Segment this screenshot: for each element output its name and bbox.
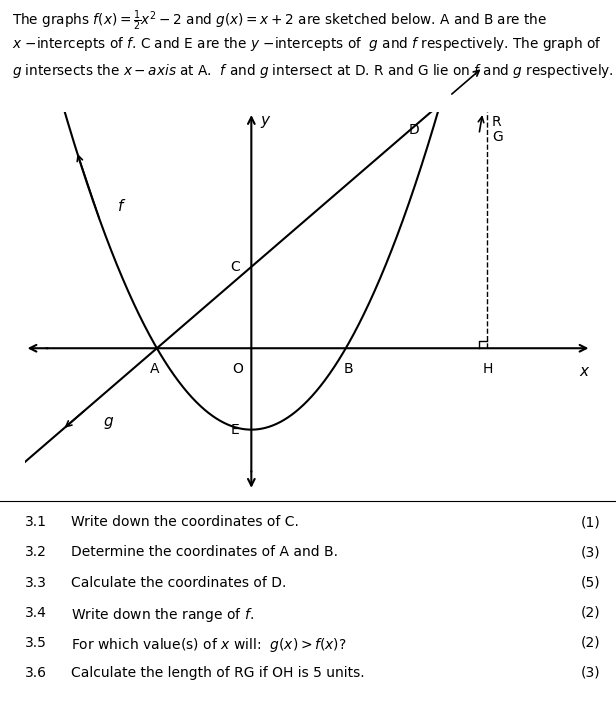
Text: Calculate the length of RG if OH is 5 units.: Calculate the length of RG if OH is 5 un… <box>71 666 365 680</box>
Text: The graphs $f(x) = \frac{1}{2}x^2 - 2$ and $g(x) = x + 2$ are sketched below. A : The graphs $f(x) = \frac{1}{2}x^2 - 2$ a… <box>12 8 548 33</box>
Text: (1): (1) <box>581 515 601 529</box>
Text: E: E <box>230 423 239 437</box>
Text: 3.1: 3.1 <box>25 515 47 529</box>
Text: (3): (3) <box>581 545 601 559</box>
Text: C: C <box>230 260 240 274</box>
Text: D: D <box>409 123 419 137</box>
Text: B: B <box>343 362 353 376</box>
Text: Determine the coordinates of A and B.: Determine the coordinates of A and B. <box>71 545 338 559</box>
Text: A: A <box>150 362 160 376</box>
Text: Write down the range of $f$.: Write down the range of $f$. <box>71 606 254 624</box>
Text: (2): (2) <box>581 636 601 650</box>
Text: 3.5: 3.5 <box>25 636 47 650</box>
Text: G: G <box>492 130 503 144</box>
Text: (5): (5) <box>581 576 601 590</box>
Text: H: H <box>482 362 493 376</box>
Text: 3.4: 3.4 <box>25 606 47 620</box>
Text: $f$: $f$ <box>116 198 126 214</box>
Text: Write down the coordinates of C.: Write down the coordinates of C. <box>71 515 299 529</box>
Text: 3.6: 3.6 <box>25 666 47 680</box>
Text: Calculate the coordinates of D.: Calculate the coordinates of D. <box>71 576 286 590</box>
Text: (3): (3) <box>581 666 601 680</box>
Text: O: O <box>233 362 243 376</box>
Text: $y$: $y$ <box>260 114 272 130</box>
Text: For which value(s) of $x$ will:  $g(x) > f(x)$?: For which value(s) of $x$ will: $g(x) > … <box>71 636 347 654</box>
Text: R: R <box>491 116 501 130</box>
Text: $x$: $x$ <box>578 364 590 379</box>
Text: $g$ intersects the $x - axis$ at A.  $f$ and $g$ intersect at D. R and G lie on : $g$ intersects the $x - axis$ at A. $f$ … <box>12 62 614 80</box>
Text: $g$: $g$ <box>102 414 114 430</box>
Text: 3.3: 3.3 <box>25 576 47 590</box>
Text: (2): (2) <box>581 606 601 620</box>
Text: $x$ −intercepts of $f$. C and E are the $y$ −intercepts of  $g$ and $f$ respecti: $x$ −intercepts of $f$. C and E are the … <box>12 35 602 53</box>
Text: 3.2: 3.2 <box>25 545 47 559</box>
